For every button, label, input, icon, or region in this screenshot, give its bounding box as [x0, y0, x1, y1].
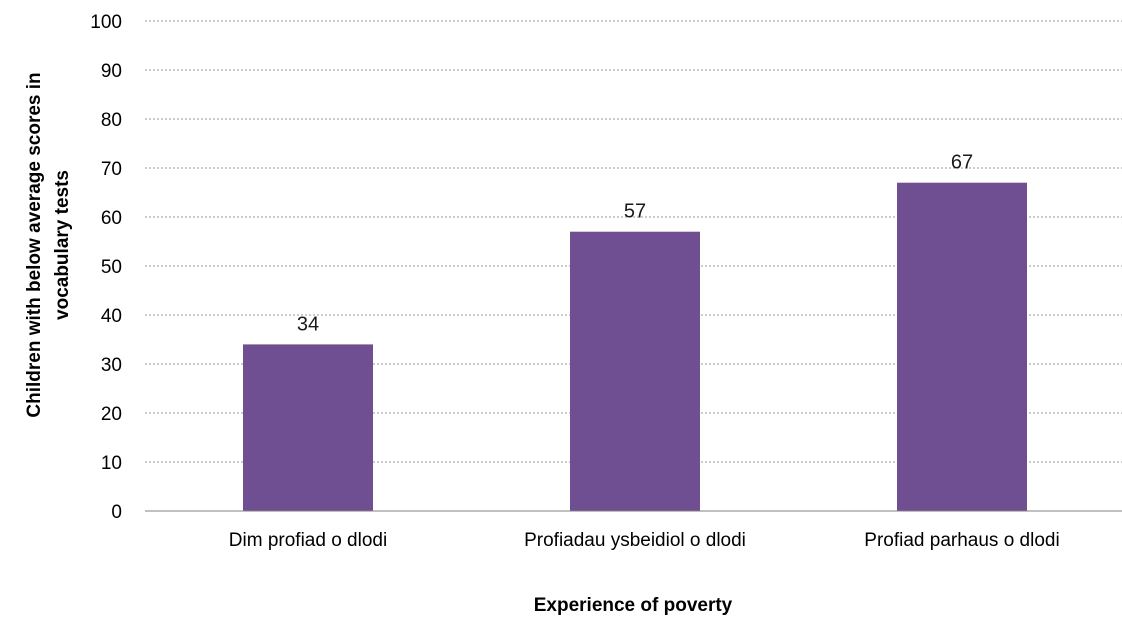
x-axis-category-labels: Dim profiad o dlodi Profiadau ysbeidiol o… — [229, 530, 1060, 551]
bar — [570, 231, 700, 511]
bar — [897, 182, 1027, 511]
y-tick-label: 40 — [101, 306, 122, 327]
y-tick-label: 60 — [101, 208, 122, 229]
x-category-label: Profiad parhaus o dlodi — [864, 530, 1059, 551]
data-labels: 34 57 67 — [297, 152, 973, 336]
bar — [243, 344, 373, 511]
y-tick-label: 80 — [101, 110, 122, 131]
y-axis-tick-labels: 0 10 20 30 40 50 60 70 80 90 100 — [90, 12, 122, 523]
y-tick-label: 0 — [111, 502, 122, 523]
x-category-label: Profiadau ysbeidiol o dlodi — [524, 530, 746, 551]
y-tick-label: 10 — [101, 453, 122, 474]
y-axis-title-line-1: Children with below average scores in — [24, 72, 45, 417]
data-label: 34 — [297, 313, 319, 335]
y-axis-title-group: Children with below average scores in vo… — [24, 72, 73, 417]
y-axis-title-line-2: vocabulary tests — [52, 170, 73, 320]
y-tick-label: 50 — [101, 257, 122, 278]
x-category-label: Dim profiad o dlodi — [229, 530, 387, 551]
bars — [243, 182, 1027, 511]
data-label: 67 — [951, 152, 973, 174]
y-tick-label: 20 — [101, 404, 122, 425]
y-tick-label: 30 — [101, 355, 122, 376]
y-tick-label: 100 — [90, 12, 122, 33]
y-tick-label: 90 — [101, 61, 122, 82]
x-axis-title-group: Experience of poverty — [534, 595, 733, 616]
x-axis-title: Experience of poverty — [534, 595, 733, 616]
data-label: 57 — [624, 201, 646, 223]
y-tick-label: 70 — [101, 159, 122, 180]
